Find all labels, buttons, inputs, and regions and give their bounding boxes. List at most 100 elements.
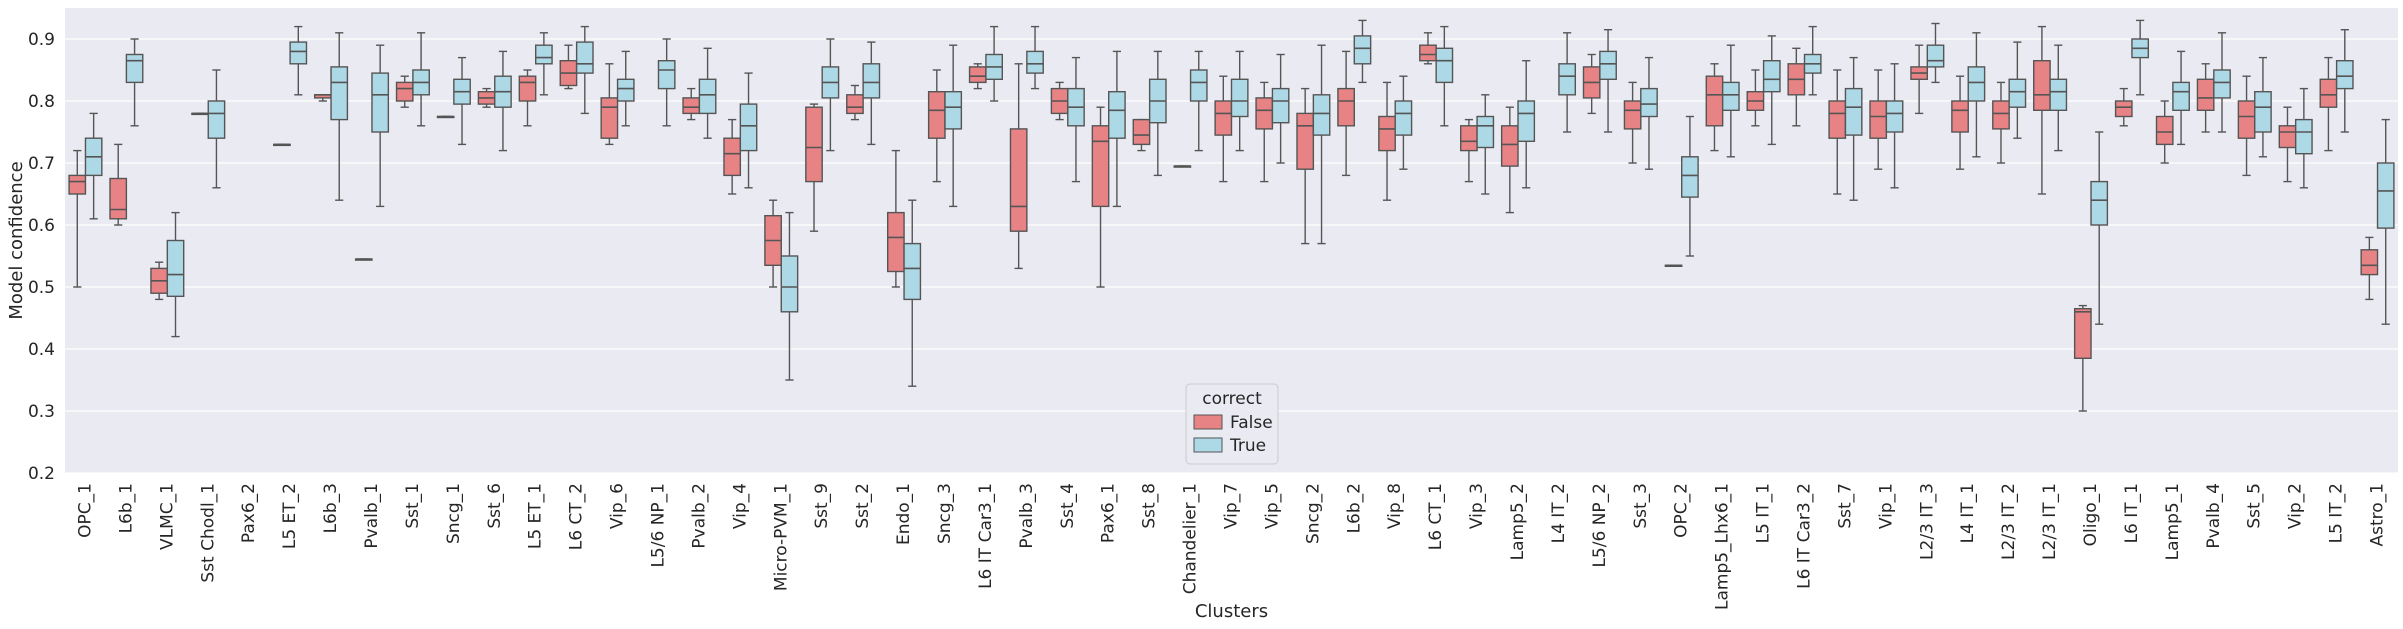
- box-true: [985, 25, 1003, 102]
- x-tick-label: L6 IT Car3_2: [1795, 483, 1815, 589]
- box-false: [68, 149, 87, 288]
- box-iqr: [1926, 44, 1945, 68]
- box-iqr: [125, 53, 144, 84]
- x-tick-label: L6 CT_1: [1426, 483, 1446, 550]
- box-false: [1050, 81, 1069, 121]
- box-true: [575, 25, 594, 115]
- box-true: [330, 32, 349, 201]
- box-true: [2049, 44, 2068, 152]
- x-tick-label: Lamp5_1: [2163, 483, 2183, 560]
- x-tick-label: Pvalb_4: [2204, 483, 2224, 549]
- box-iqr: [1255, 97, 1274, 130]
- box-iqr: [657, 60, 676, 90]
- box-iqr: [616, 78, 635, 102]
- box-false: [2278, 106, 2297, 183]
- box-false: [2155, 100, 2174, 164]
- box-true: [1803, 25, 1822, 96]
- y-tick-label: 0.3: [28, 402, 55, 422]
- x-tick-label: L6b_3: [321, 483, 341, 533]
- box-iqr: [68, 174, 87, 195]
- box-iqr: [2376, 162, 2395, 229]
- box-false: [1337, 50, 1355, 177]
- box-iqr: [1599, 50, 1617, 81]
- box-false: [1869, 69, 1888, 170]
- x-axis-ticks: OPC_1 L6b_1 VLMC_1 Sst Chodl_1 Pax6_2 L5 ET_2…: [75, 483, 2387, 610]
- x-tick-label: L6 IT Car3_1: [976, 483, 996, 589]
- box-false: [1500, 106, 1519, 214]
- box-false: [2360, 236, 2379, 301]
- box-iqr: [1378, 115, 1396, 152]
- box-iqr: [1230, 78, 1249, 118]
- box-true: [1271, 53, 1290, 164]
- x-tick-label: Sst_3: [1631, 483, 1651, 529]
- box-iqr: [1869, 100, 1888, 139]
- box-true: [780, 211, 799, 381]
- box-iqr: [1762, 60, 1781, 93]
- box-iqr: [1640, 87, 1658, 118]
- box-iqr: [862, 63, 881, 99]
- box-false: [1419, 32, 1437, 65]
- box-false: [682, 87, 701, 121]
- box-false: [436, 115, 455, 119]
- box-iqr: [2008, 78, 2027, 108]
- x-tick-label: Vip_5: [1262, 483, 1282, 529]
- legend-swatch-true: [1193, 437, 1223, 453]
- legend-label-true: True: [1229, 436, 1266, 456]
- box-false: [518, 69, 537, 127]
- x-tick-label: L5 IT_1: [1754, 483, 1774, 543]
- box-true: [862, 41, 881, 146]
- box-iqr: [805, 106, 823, 183]
- x-tick-label: Sst_1: [403, 483, 423, 529]
- box-true: [1599, 29, 1617, 133]
- x-tick-label: Sst_5: [2245, 483, 2265, 529]
- box-iqr: [2254, 90, 2272, 133]
- x-tick-label: L5/6 NP_2: [1590, 483, 1610, 568]
- y-tick-label: 0.6: [28, 216, 55, 236]
- y-tick-label: 0.7: [28, 154, 55, 174]
- box-false: [2073, 304, 2092, 412]
- box-iqr: [1337, 87, 1355, 127]
- x-tick-label: Sst_6: [485, 483, 505, 529]
- box-iqr: [1623, 100, 1642, 130]
- box-iqr: [886, 211, 905, 273]
- box-true: [2131, 19, 2150, 96]
- x-tick-label: L5/6 NP_1: [648, 483, 668, 568]
- box-false: [1664, 264, 1683, 267]
- box-iqr: [723, 137, 742, 177]
- box-iqr: [1214, 100, 1233, 136]
- x-tick-label: Lamp5_2: [1508, 483, 1528, 560]
- box-false: [1460, 118, 1478, 183]
- box-iqr: [207, 100, 226, 139]
- box-true: [2335, 29, 2354, 133]
- box-true: [412, 32, 430, 127]
- box-iqr: [1558, 63, 1577, 96]
- box-true: [2213, 32, 2231, 133]
- box-iqr: [682, 97, 701, 115]
- x-tick-label: Pvalb_1: [362, 483, 382, 549]
- box-false: [477, 87, 496, 108]
- x-tick-label: VLMC_1: [157, 483, 177, 550]
- box-false: [1746, 69, 1765, 127]
- x-tick-label: Micro-PVM_1: [771, 483, 791, 591]
- box-false: [1910, 44, 1929, 115]
- x-tick-label: Sncg_3: [935, 483, 955, 544]
- x-tick-label: L5 ET_2: [280, 483, 300, 549]
- box-iqr: [289, 41, 308, 65]
- box-false: [1787, 47, 1806, 127]
- box-iqr: [2155, 115, 2174, 146]
- x-tick-label: L6 CT_2: [567, 483, 587, 550]
- box-iqr: [2360, 249, 2379, 276]
- box-iqr: [1189, 69, 1208, 102]
- x-tick-label: Sncg_2: [1303, 483, 1323, 544]
- box-false: [723, 118, 742, 195]
- x-tick-label: L6b_1: [116, 483, 136, 533]
- box-iqr: [944, 90, 963, 130]
- box-false: [846, 84, 864, 121]
- x-tick-label: Vip_1: [1876, 483, 1896, 529]
- box-true: [903, 199, 922, 387]
- box-iqr: [109, 177, 128, 220]
- box-iqr: [968, 66, 987, 84]
- box-iqr: [1312, 94, 1331, 136]
- box-iqr: [1951, 100, 1969, 133]
- box-true: [2376, 118, 2395, 325]
